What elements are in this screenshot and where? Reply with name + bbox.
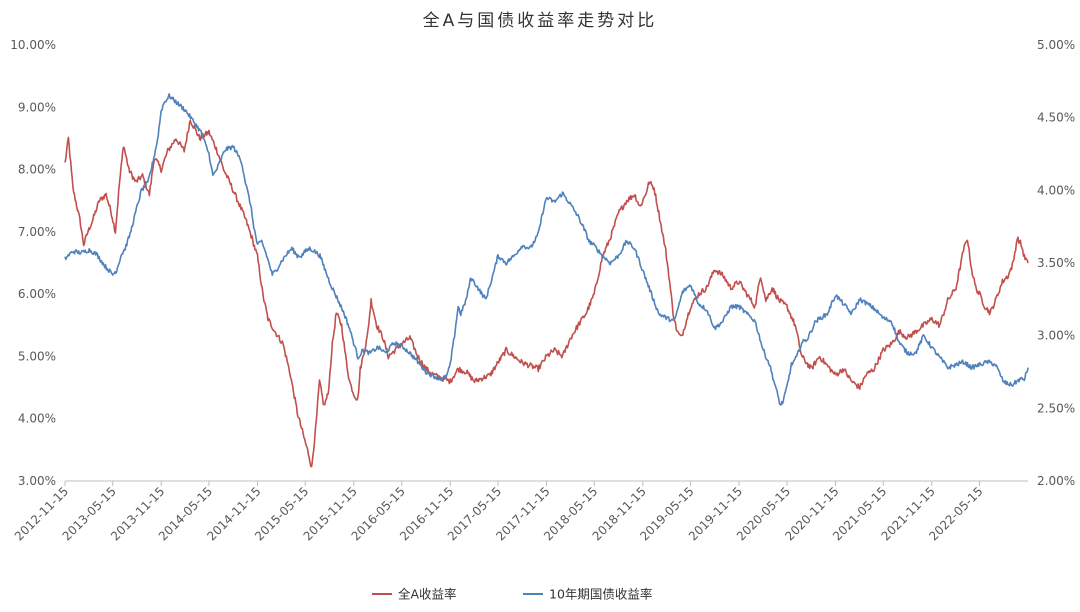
y-left-tick-label: 4.00% <box>18 412 56 426</box>
y-left-tick-label: 9.00% <box>18 100 56 114</box>
y-left-tick-label: 5.00% <box>18 349 56 363</box>
y-left-tick-label: 7.00% <box>18 225 56 239</box>
legend: 全A收益率 10年期国债收益率 <box>372 587 652 602</box>
y-left-tick-label: 3.00% <box>18 474 56 488</box>
y-left-tick-label: 10.00% <box>10 38 56 52</box>
chart-title: 全A与国债收益率走势对比 <box>423 11 658 31</box>
series-line-1 <box>64 119 1029 468</box>
plot-series <box>64 93 1029 468</box>
y-right-tick-label: 3.50% <box>1037 256 1075 270</box>
y-right-tick-label: 4.00% <box>1037 183 1075 197</box>
x-axis: 2012-11-152013-05-152013-11-152014-05-15… <box>12 480 1028 543</box>
y-left-tick-label: 8.00% <box>18 163 56 177</box>
y-right-tick-label: 5.00% <box>1037 38 1075 52</box>
y-right-tick-label: 3.00% <box>1037 329 1075 343</box>
left-axis: 3.00% 4.00% 5.00% 6.00% 7.00% 8.00% 9.00% 10.00… <box>10 38 56 488</box>
series-line-2 <box>64 93 1029 406</box>
y-right-tick-label: 2.50% <box>1037 401 1075 415</box>
y-left-tick-label: 6.00% <box>18 287 56 301</box>
y-right-tick-label: 4.50% <box>1037 111 1075 125</box>
legend-label: 10年期国债收益率 <box>549 587 652 602</box>
right-axis: 2.00% 2.50% 3.00% 3.50% 4.00% 4.50% 5.00% <box>1037 38 1075 488</box>
legend-label: 全A收益率 <box>398 587 457 602</box>
y-right-tick-label: 2.00% <box>1037 474 1075 488</box>
